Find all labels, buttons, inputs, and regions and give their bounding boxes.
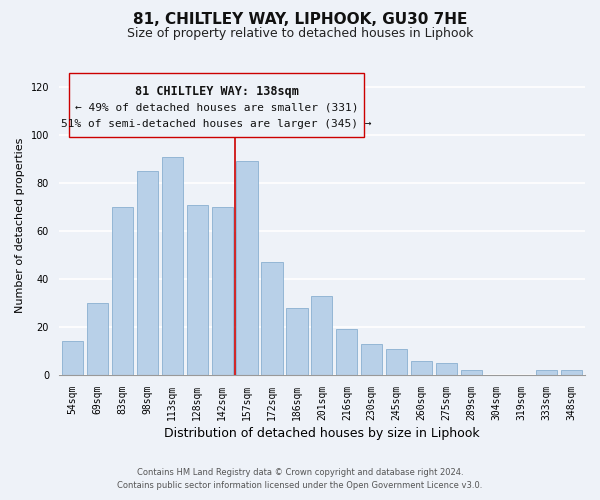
Text: 81 CHILTLEY WAY: 138sqm: 81 CHILTLEY WAY: 138sqm (135, 85, 299, 98)
Bar (461, 370, 482, 375)
Bar (187, 204, 208, 375)
Bar (236, 162, 257, 375)
Bar (112, 207, 133, 375)
Bar (536, 370, 557, 375)
Text: Contains HM Land Registry data © Crown copyright and database right 2024.: Contains HM Land Registry data © Crown c… (137, 468, 463, 477)
FancyBboxPatch shape (70, 74, 364, 136)
Bar (137, 171, 158, 375)
Bar (212, 207, 233, 375)
X-axis label: Distribution of detached houses by size in Liphook: Distribution of detached houses by size … (164, 427, 480, 440)
Bar (560, 370, 582, 375)
Bar (361, 344, 382, 375)
Bar (386, 348, 407, 375)
Bar (262, 262, 283, 375)
Text: ← 49% of detached houses are smaller (331): ← 49% of detached houses are smaller (33… (75, 102, 358, 112)
Text: Contains public sector information licensed under the Open Government Licence v3: Contains public sector information licen… (118, 480, 482, 490)
Text: 51% of semi-detached houses are larger (345) →: 51% of semi-detached houses are larger (… (61, 119, 372, 129)
Bar (411, 360, 432, 375)
Bar (62, 342, 83, 375)
Text: Size of property relative to detached houses in Liphook: Size of property relative to detached ho… (127, 28, 473, 40)
Bar (286, 308, 308, 375)
Text: 81, CHILTLEY WAY, LIPHOOK, GU30 7HE: 81, CHILTLEY WAY, LIPHOOK, GU30 7HE (133, 12, 467, 28)
Y-axis label: Number of detached properties: Number of detached properties (15, 138, 25, 312)
Bar (311, 296, 332, 375)
Bar (87, 303, 108, 375)
Bar (336, 330, 358, 375)
Bar (161, 156, 183, 375)
Bar (436, 363, 457, 375)
